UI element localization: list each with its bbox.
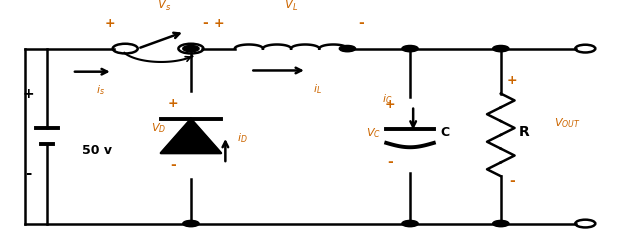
Text: $V_C$: $V_C$ [366, 126, 381, 140]
Polygon shape [161, 119, 221, 153]
Text: 50 v: 50 v [82, 144, 112, 157]
Text: -: - [358, 16, 364, 30]
Text: $i_s$: $i_s$ [96, 84, 105, 97]
Text: -: - [387, 156, 393, 169]
Text: -: - [509, 174, 515, 188]
Text: R: R [518, 125, 529, 139]
Circle shape [183, 220, 199, 227]
Text: -: - [25, 166, 31, 181]
Text: $i_D$: $i_D$ [237, 131, 247, 145]
Text: +: + [168, 97, 178, 110]
Circle shape [339, 45, 356, 52]
Text: $V_{OUT}$: $V_{OUT}$ [554, 116, 581, 130]
Text: $V_D$: $V_D$ [151, 121, 166, 135]
Circle shape [493, 220, 509, 227]
Text: +: + [23, 87, 34, 101]
Text: +: + [507, 74, 517, 87]
Text: $i_C$: $i_C$ [382, 92, 392, 106]
Text: $V_s$: $V_s$ [157, 0, 172, 13]
Text: +: + [385, 98, 395, 111]
Circle shape [402, 220, 418, 227]
Text: +: + [105, 17, 115, 30]
Text: $V_L$: $V_L$ [284, 0, 298, 13]
Circle shape [402, 45, 418, 52]
Text: -: - [202, 16, 208, 30]
Text: -: - [170, 158, 177, 172]
Text: $i_L$: $i_L$ [313, 82, 322, 96]
Text: +: + [214, 17, 224, 30]
Circle shape [493, 45, 509, 52]
Circle shape [183, 45, 199, 52]
Text: C: C [440, 126, 449, 139]
